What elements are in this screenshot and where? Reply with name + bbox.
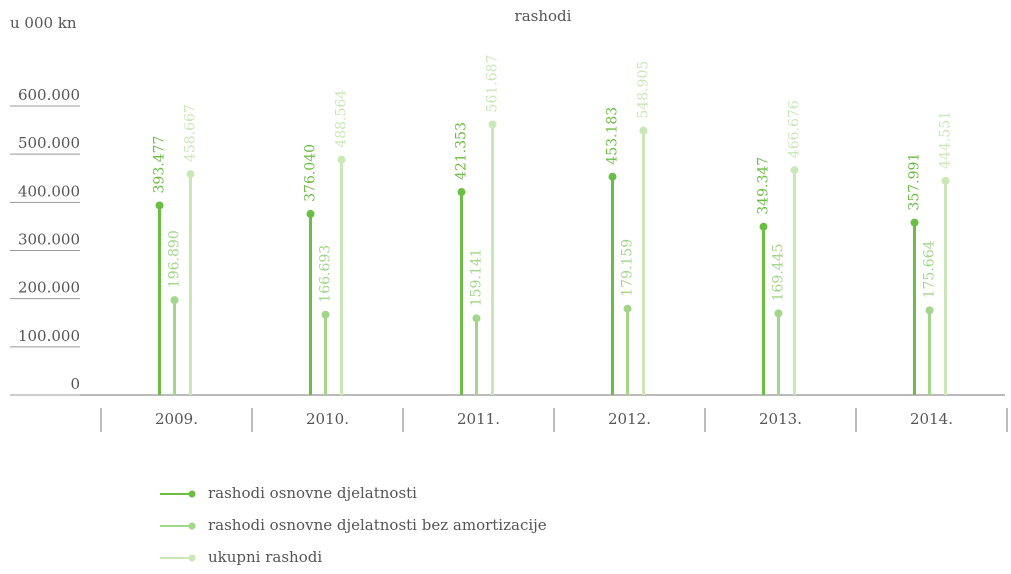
x-tick-label: 2010.: [306, 410, 349, 428]
value-label: 444.551: [938, 111, 954, 169]
y-tick-label: 300.000: [18, 231, 80, 249]
dot: [472, 314, 481, 323]
dot: [910, 218, 919, 227]
dot: [790, 166, 799, 175]
value-label: 548.905: [636, 61, 652, 119]
dot: [170, 296, 179, 305]
dot: [941, 176, 950, 185]
value-label: 357.991: [907, 153, 923, 211]
x-tick-label: 2013.: [759, 410, 802, 428]
dot: [306, 209, 315, 218]
y-tick-label: 600.000: [18, 86, 80, 104]
y-tick-label: 500.000: [18, 134, 80, 152]
value-label: 488.564: [334, 90, 350, 148]
legend-label: ukupni rashodi: [208, 548, 322, 566]
value-label: 421.353: [454, 122, 470, 180]
dot: [155, 201, 164, 210]
dot: [608, 172, 617, 181]
legend-label: rashodi osnovne djelatnosti: [208, 484, 417, 502]
value-label: 159.141: [469, 248, 485, 306]
dot: [488, 120, 497, 129]
dot: [623, 304, 632, 313]
dot: [321, 310, 330, 319]
y-tick-label: 100.000: [18, 327, 80, 345]
y-tick-label: 400.000: [18, 182, 80, 200]
value-label: 458.667: [183, 104, 199, 162]
value-label: 376.040: [303, 144, 319, 202]
value-label: 166.693: [318, 245, 334, 303]
dot: [925, 306, 934, 315]
legend-dot: [188, 522, 196, 530]
y-axis-label: u 000 kn: [10, 14, 77, 32]
legend-dot: [188, 554, 196, 562]
value-label: 175.664: [922, 240, 938, 298]
legend-label: rashodi osnovne djelatnosti bez amortiza…: [208, 516, 547, 534]
value-label: 179.159: [620, 239, 636, 297]
x-tick-label: 2012.: [608, 410, 651, 428]
legend-dot: [188, 490, 196, 498]
dot: [774, 309, 783, 318]
dot: [759, 222, 768, 231]
chart-title: rashodi: [515, 7, 572, 25]
value-label: 169.445: [771, 243, 787, 301]
value-label: 196.890: [167, 230, 183, 288]
dot: [639, 126, 648, 135]
x-tick-label: 2011.: [457, 410, 500, 428]
value-label: 561.687: [485, 55, 501, 113]
y-tick-label: 0: [70, 375, 80, 393]
dot: [457, 188, 466, 197]
dot: [337, 155, 346, 164]
value-label: 453.183: [605, 107, 621, 165]
value-label: 349.347: [756, 157, 772, 215]
value-label: 466.676: [787, 100, 803, 158]
dot: [186, 170, 195, 179]
value-label: 393.477: [152, 136, 168, 194]
y-tick-label: 200.000: [18, 279, 80, 297]
x-tick-label: 2009.: [155, 410, 198, 428]
x-tick-label: 2014.: [910, 410, 953, 428]
